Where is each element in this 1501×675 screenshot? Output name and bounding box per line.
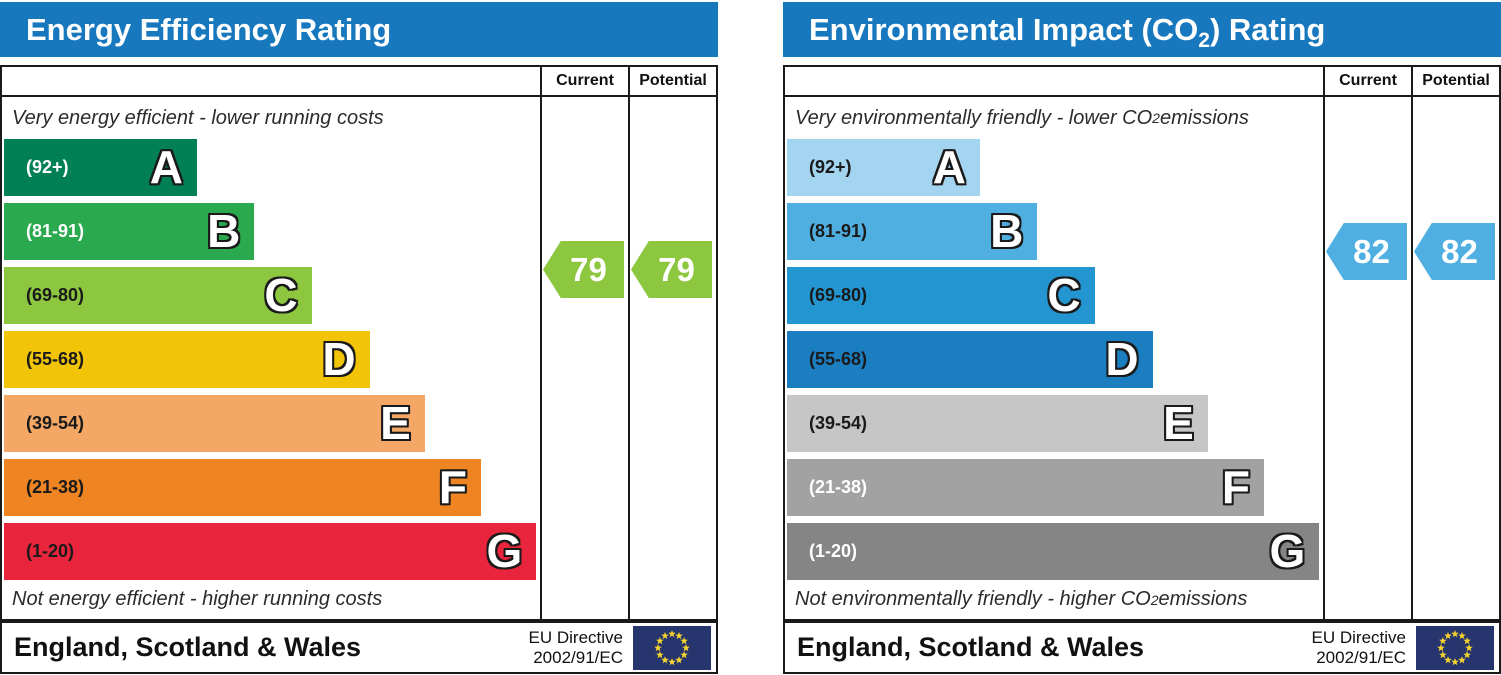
rating-table: Current Potential Very energy efficient …: [0, 65, 718, 621]
band-row-c: (69-80) C: [787, 267, 1323, 324]
band-row-g: (1-20) G: [4, 523, 540, 580]
band-letter: A: [932, 141, 966, 193]
band-bar-e: (39-54) E: [4, 395, 425, 452]
band-range: (21-38): [26, 477, 85, 497]
potential-rating-value: 82: [1441, 232, 1478, 270]
band-bar-g: (1-20) G: [787, 523, 1320, 580]
band-bar-f: (21-38) F: [4, 459, 482, 516]
region-label: England, Scotland & Wales: [14, 632, 362, 662]
potential-rating-arrow: 82: [1414, 223, 1495, 280]
potential-rating-arrow: 79: [631, 241, 712, 298]
band-bar-c: (69-80) C: [4, 267, 312, 324]
band-range: (39-54): [26, 413, 85, 433]
band-range: (81-91): [26, 221, 85, 241]
eu-directive-label: EU Directive 2002/91/EC: [528, 627, 623, 667]
band-letter: D: [322, 333, 356, 385]
chart-title-bar: Environmental Impact (CO2) Rating: [783, 2, 1501, 57]
band-letter: C: [1047, 269, 1081, 321]
band-range: (55-68): [809, 349, 868, 369]
bands-area: Very environmentally friendly - lower CO…: [785, 97, 1323, 619]
band-row-c: (69-80) C: [4, 267, 540, 324]
band-letter: D: [1105, 333, 1139, 385]
band-bar-e: (39-54) E: [787, 395, 1208, 452]
band-row-f: (21-38) F: [4, 459, 540, 516]
eu-flag-icon: [633, 625, 711, 670]
potential-column: 79: [628, 97, 716, 619]
band-range: (21-38): [809, 477, 868, 497]
band-row-f: (21-38) F: [787, 459, 1323, 516]
potential-column-header: Potential: [628, 67, 716, 97]
chart-footer: England, Scotland & Wales EU Directive 20…: [0, 621, 718, 674]
current-column: 82: [1323, 97, 1411, 619]
current-rating-arrow: 79: [543, 241, 624, 298]
band-range: (39-54): [809, 413, 868, 433]
environmental-impact-co2-rating-chart: Environmental Impact (CO2) Rating Curren…: [783, 2, 1501, 674]
band-bar-g: (1-20) G: [4, 523, 537, 580]
table-header-spacer: [2, 67, 540, 97]
band-row-d: (55-68) D: [4, 331, 540, 388]
band-range: (69-80): [809, 285, 868, 305]
current-rating-value: 79: [570, 250, 607, 288]
chart-footer: England, Scotland & Wales EU Directive 20…: [783, 621, 1501, 674]
page-title: Energy Efficiency Rating: [26, 12, 392, 47]
table-header-spacer: [785, 67, 1323, 97]
potential-rating-value: 79: [658, 250, 695, 288]
band-range: (81-91): [809, 221, 868, 241]
current-column-header: Current: [540, 67, 628, 97]
band-letter: B: [990, 205, 1024, 257]
current-column-header: Current: [1323, 67, 1411, 97]
band-row-e: (39-54) E: [787, 395, 1323, 452]
band-letter: G: [486, 525, 523, 577]
region-label: England, Scotland & Wales: [797, 632, 1145, 662]
band-bar-f: (21-38) F: [787, 459, 1265, 516]
bottom-caption: Not environmentally friendly - higher CO…: [795, 588, 1248, 610]
rating-table: Current Potential Very environmentally f…: [783, 65, 1501, 621]
band-bar-b: (81-91) B: [4, 203, 255, 260]
band-letter: A: [149, 141, 183, 193]
current-column: 79: [540, 97, 628, 619]
current-rating-arrow: 82: [1326, 223, 1407, 280]
energy-efficiency-rating-chart: Energy Efficiency Rating Current Potenti…: [0, 2, 718, 674]
band-bar-c: (69-80) C: [787, 267, 1095, 324]
bottom-caption: Not energy efficient - higher running co…: [12, 588, 383, 610]
bands-area: Very energy efficient - lower running co…: [2, 97, 540, 619]
band-range: (92+): [26, 157, 69, 177]
potential-column: 82: [1411, 97, 1499, 619]
band-row-d: (55-68) D: [787, 331, 1323, 388]
band-range: (55-68): [26, 349, 85, 369]
band-row-a: (92+) A: [4, 139, 540, 196]
potential-column-header: Potential: [1411, 67, 1499, 97]
eu-flag-icon: [1416, 625, 1494, 670]
band-row-a: (92+) A: [787, 139, 1323, 196]
band-bar-d: (55-68) D: [4, 331, 370, 388]
band-letter: E: [380, 397, 411, 449]
band-bar-d: (55-68) D: [787, 331, 1153, 388]
band-letter: E: [1163, 397, 1194, 449]
band-letter: C: [264, 269, 298, 321]
band-row-e: (39-54) E: [4, 395, 540, 452]
chart-title-bar: Energy Efficiency Rating: [0, 2, 718, 57]
top-caption: Very environmentally friendly - lower CO…: [795, 106, 1249, 129]
band-range: (69-80): [26, 285, 85, 305]
band-row-b: (81-91) B: [787, 203, 1323, 260]
band-range: (92+): [809, 157, 852, 177]
band-letter: B: [207, 205, 241, 257]
page-title: Environmental Impact (CO2) Rating: [809, 12, 1326, 52]
band-letter: G: [1269, 525, 1306, 577]
band-bar-b: (81-91) B: [787, 203, 1038, 260]
top-caption: Very energy efficient - lower running co…: [12, 106, 384, 129]
band-row-g: (1-20) G: [787, 523, 1323, 580]
eu-directive-label: EU Directive 2002/91/EC: [1311, 627, 1406, 667]
band-bar-a: (92+) A: [4, 139, 197, 196]
band-bar-a: (92+) A: [787, 139, 980, 196]
band-row-b: (81-91) B: [4, 203, 540, 260]
current-rating-value: 82: [1353, 232, 1390, 270]
band-range: (1-20): [26, 541, 75, 561]
band-letter: F: [438, 461, 468, 513]
band-range: (1-20): [809, 541, 858, 561]
band-letter: F: [1221, 461, 1251, 513]
